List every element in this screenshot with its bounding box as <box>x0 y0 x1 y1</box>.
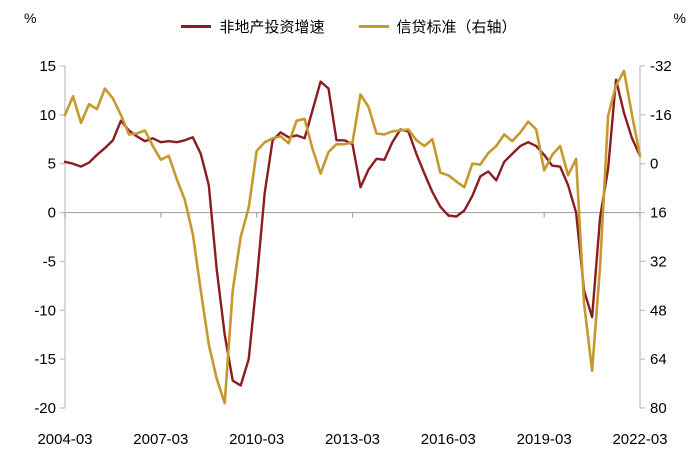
investment-line-swatch <box>181 25 212 28</box>
investment-growth-line <box>63 78 642 387</box>
x-axis-tick-label: 2016-03 <box>421 431 476 448</box>
right-axis-tick-label: 0 <box>650 156 658 173</box>
left-axis-unit-label: % <box>24 10 37 26</box>
right-axis-tick-label: 80 <box>650 400 667 417</box>
x-axis-tick-label: 2022-03 <box>612 431 667 448</box>
left-axis-tick-label: 10 <box>39 107 56 124</box>
x-axis-tick-label: 2019-03 <box>517 431 572 448</box>
chart-legend: 非地产投资增速 信贷标准（右轴） <box>0 16 698 37</box>
right-axis-tick-label: 64 <box>650 351 667 368</box>
credit-standards-line <box>63 69 642 405</box>
right-axis-unit-label: % <box>673 10 686 26</box>
right-axis-tick-label: 48 <box>650 302 667 319</box>
right-axis-tick-label: 32 <box>650 253 667 270</box>
x-axis-tick-label: 2010-03 <box>229 431 284 448</box>
x-axis-tick-label: 2007-03 <box>133 431 188 448</box>
x-axis-tick-label: 2013-03 <box>325 431 380 448</box>
x-axis-tick-label: 2004-03 <box>37 431 92 448</box>
credit-standards-line-swatch <box>358 25 389 28</box>
legend-label-credit-standards: 信贷标准（右轴） <box>396 19 517 36</box>
left-axis-tick-label: -5 <box>43 253 56 270</box>
left-axis-tick-label: 15 <box>39 58 56 75</box>
left-axis-tick-label: 5 <box>48 156 56 173</box>
legend-label-investment: 非地产投资增速 <box>219 19 325 36</box>
left-axis-tick-label: -20 <box>34 400 56 417</box>
legend-item-credit-standards: 信贷标准（右轴） <box>358 16 517 37</box>
left-axis-tick-label: 0 <box>48 205 56 222</box>
right-axis-tick-label: 16 <box>650 205 667 222</box>
left-axis-tick-label: -10 <box>34 302 56 319</box>
legend-item-investment: 非地产投资增速 <box>181 16 325 37</box>
right-axis-tick-label: -16 <box>650 107 672 124</box>
right-axis-tick-label: -32 <box>650 58 672 75</box>
left-axis-tick-label: -15 <box>34 351 56 368</box>
